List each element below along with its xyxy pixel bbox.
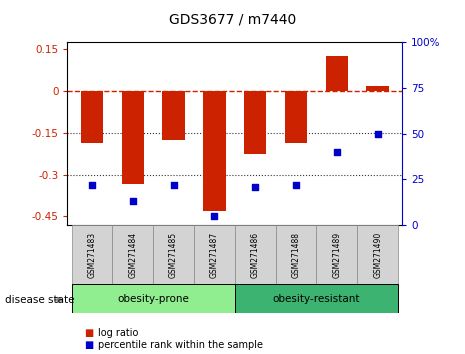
Text: GDS3677 / m7440: GDS3677 / m7440 [169, 12, 296, 27]
Bar [113, 225, 153, 285]
Text: GSM271490: GSM271490 [373, 232, 382, 278]
Text: obesity-resistant: obesity-resistant [273, 293, 360, 304]
Bar [72, 284, 235, 313]
Text: percentile rank within the sample: percentile rank within the sample [98, 340, 263, 350]
Bar [317, 225, 357, 285]
Text: GSM271485: GSM271485 [169, 232, 178, 278]
Text: ■: ■ [84, 340, 93, 350]
Text: GSM271486: GSM271486 [251, 232, 260, 278]
Bar [203, 91, 226, 211]
Bar [244, 91, 266, 154]
Point [211, 213, 218, 218]
Text: GSM271483: GSM271483 [87, 232, 96, 278]
Text: GSM271488: GSM271488 [292, 232, 300, 278]
Bar [357, 225, 398, 285]
Text: log ratio: log ratio [98, 329, 138, 338]
Point [170, 182, 177, 188]
Bar [235, 284, 398, 313]
Bar [162, 91, 185, 140]
Text: GSM271484: GSM271484 [128, 232, 137, 278]
Point [252, 184, 259, 189]
Text: GSM271487: GSM271487 [210, 232, 219, 278]
Bar [153, 225, 194, 285]
Bar [326, 56, 348, 91]
Text: ■: ■ [84, 329, 93, 338]
Point [88, 182, 96, 188]
Point [333, 149, 341, 155]
Bar [121, 91, 144, 184]
Bar [235, 225, 276, 285]
Bar [81, 91, 103, 143]
Point [374, 131, 381, 136]
Point [292, 182, 300, 188]
Text: GSM271489: GSM271489 [332, 232, 341, 278]
Bar [285, 91, 307, 143]
Text: obesity-prone: obesity-prone [117, 293, 189, 304]
Bar [72, 225, 113, 285]
Point [129, 198, 136, 204]
Text: disease state: disease state [5, 295, 74, 305]
Bar [366, 86, 389, 91]
Bar [276, 225, 317, 285]
Bar [194, 225, 235, 285]
